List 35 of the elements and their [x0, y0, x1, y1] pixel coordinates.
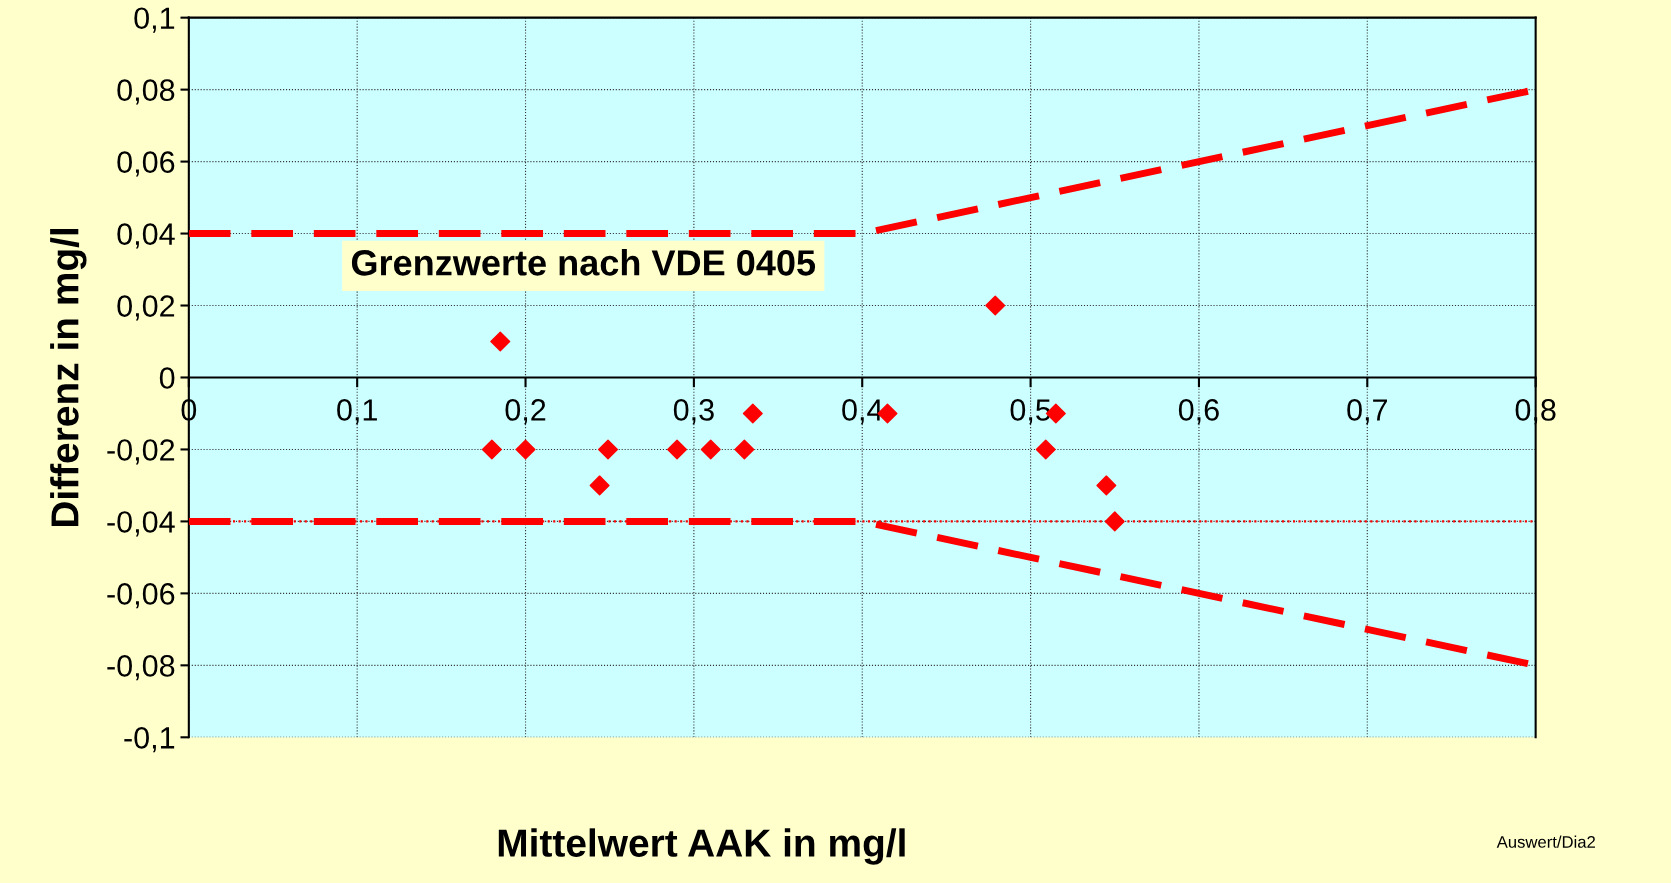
x-tick-label: 0,5 [1010, 399, 1051, 425]
point [1104, 511, 1125, 532]
point [598, 439, 619, 460]
x-tick-label: 0,2 [505, 399, 546, 425]
x-tick-label: 0,6 [1178, 399, 1219, 425]
y-tick-label: 0,08 [117, 79, 175, 105]
y-tick-label: -0,1 [124, 727, 175, 753]
point [734, 439, 755, 460]
point [700, 439, 721, 460]
x-tick-label: 0,7 [1347, 399, 1387, 425]
y-tick-label: -0,04 [107, 511, 175, 537]
x-axis-title: Mittelwert AAK in mg/l [498, 828, 905, 865]
y-axis-title: Differenz in mg/l [50, 228, 87, 527]
y-tick-label: 0,04 [117, 223, 175, 249]
x-tick-label: 0,1 [337, 399, 377, 425]
point [667, 439, 688, 460]
y-tick-label: -0,02 [107, 439, 175, 465]
point [515, 439, 536, 460]
x-tick-label: 0,3 [673, 399, 714, 425]
point [985, 295, 1006, 316]
point [742, 403, 763, 424]
y-tick-label: 0,06 [117, 151, 175, 177]
annotation: Grenzwerte nach VDE 0405 [351, 249, 816, 276]
point [1096, 475, 1117, 496]
y-tick-label: 0,02 [117, 295, 175, 321]
y-tick-label: -0,06 [107, 583, 175, 609]
point [1035, 439, 1056, 460]
text: Auswert/Dia2 [1496, 835, 1595, 848]
x-tick-label: 0,4 [842, 399, 883, 425]
point [589, 475, 610, 496]
point [481, 439, 502, 460]
y-tick-label: 0 [159, 367, 175, 389]
y-tick-label: 0,1 [134, 7, 175, 33]
y-tick-label: -0,08 [107, 655, 175, 681]
point [490, 331, 511, 352]
